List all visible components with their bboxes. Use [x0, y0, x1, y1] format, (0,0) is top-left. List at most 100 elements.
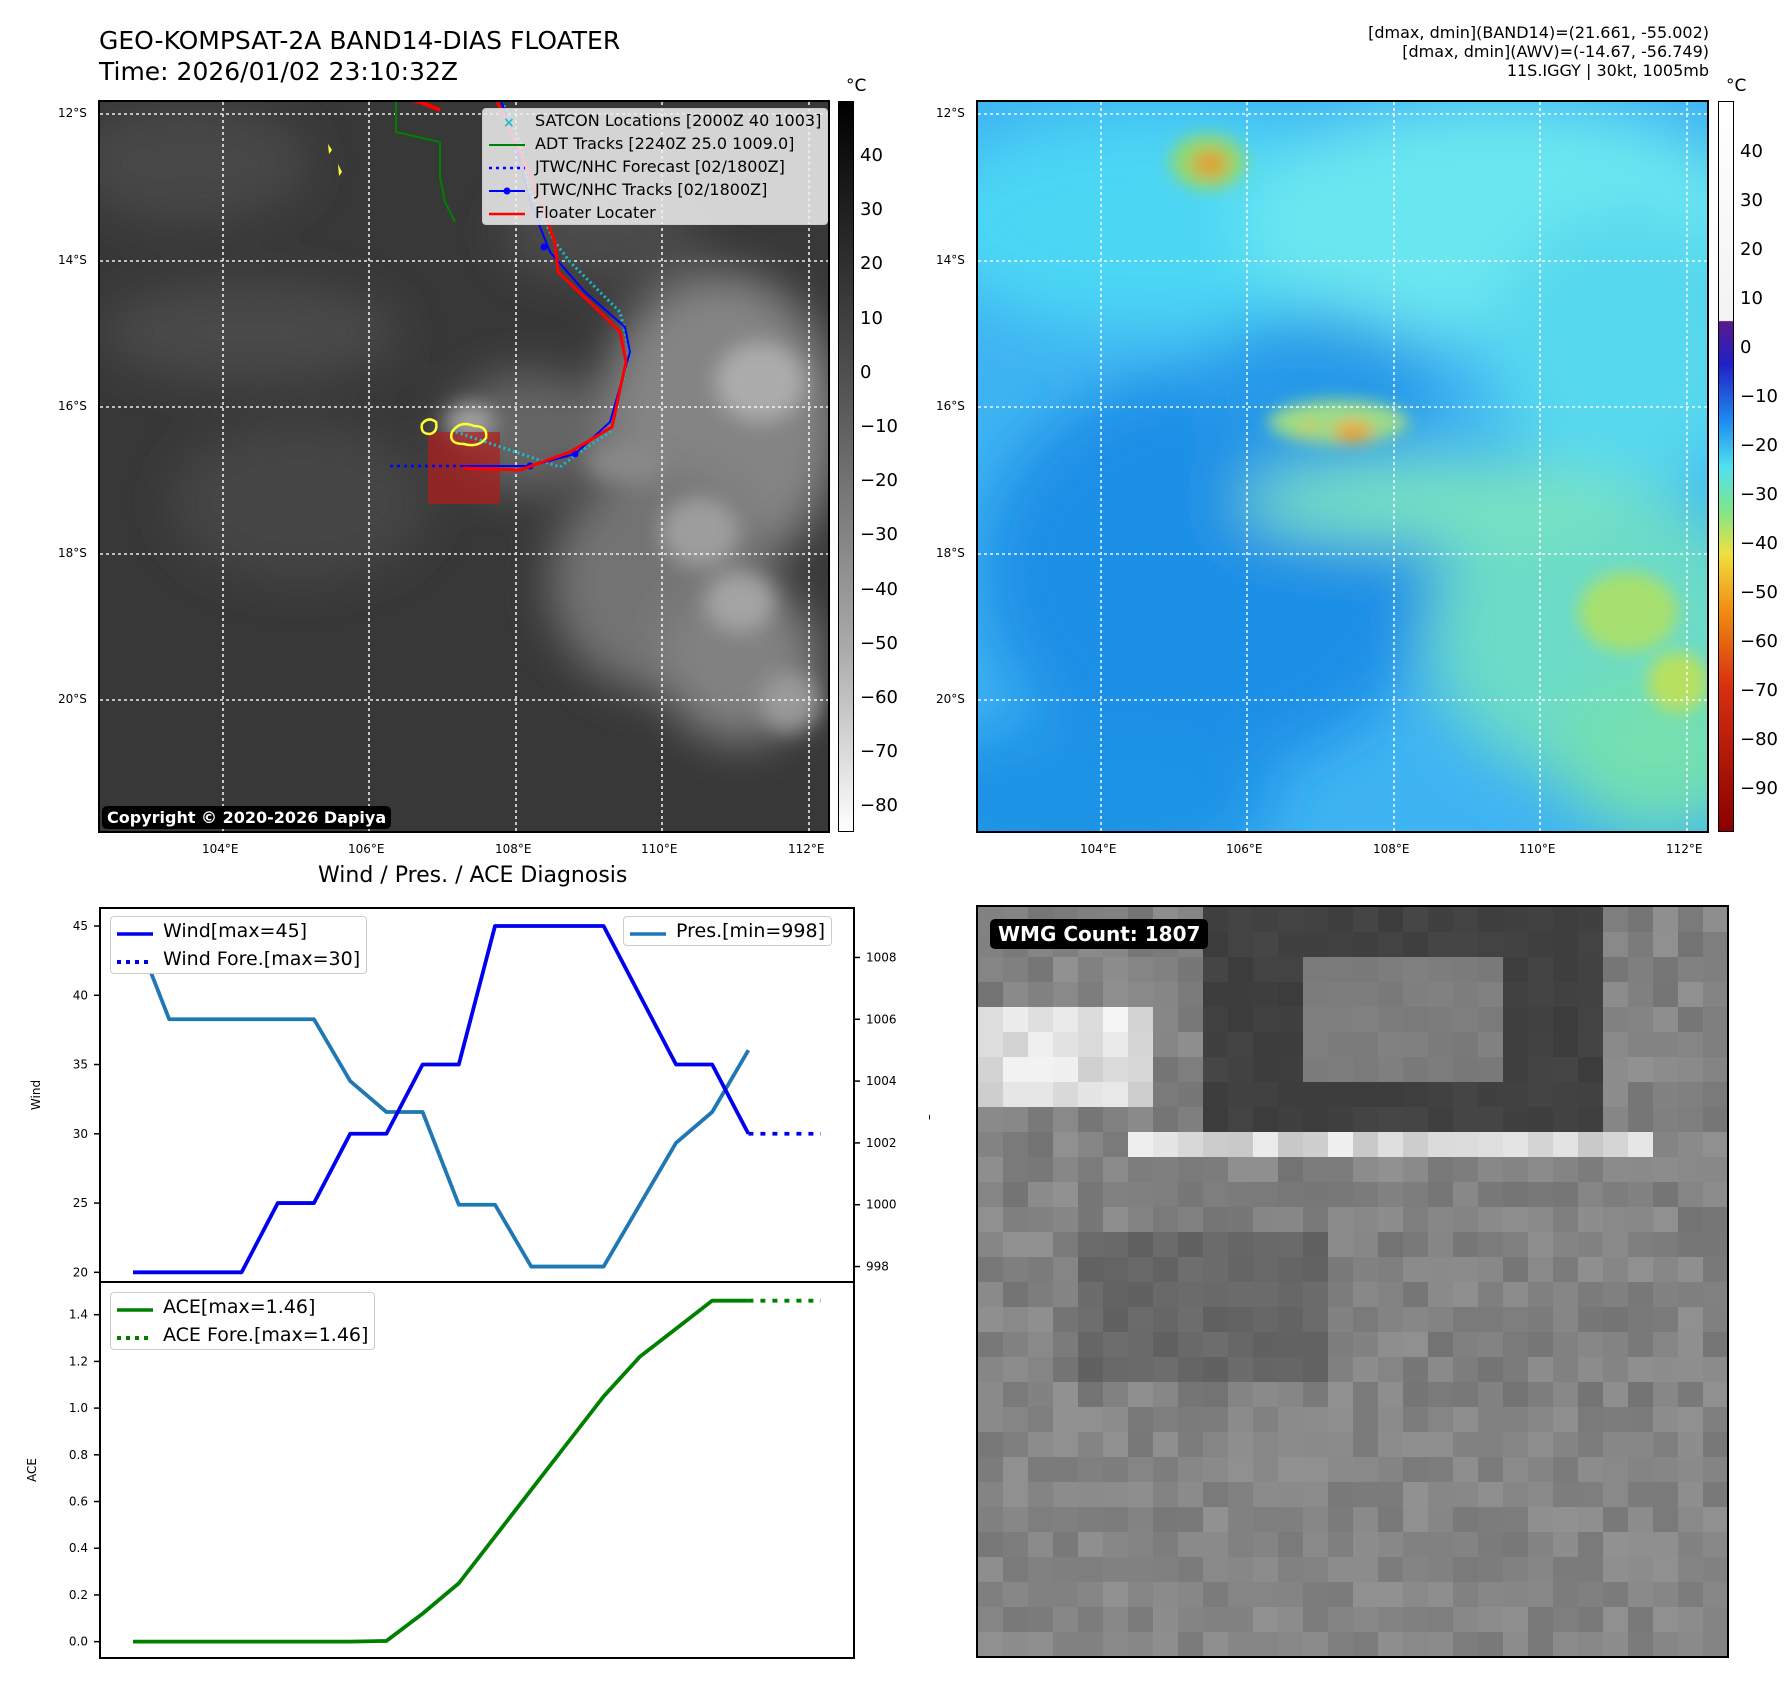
wmg-pixel	[1528, 1207, 1553, 1232]
wmg-pixel	[1228, 1432, 1253, 1457]
wmg-pixel	[1553, 1607, 1578, 1632]
wmg-pixel	[1253, 1107, 1278, 1132]
wmg-pixel	[1303, 1007, 1328, 1032]
wmg-pixel	[1628, 1132, 1653, 1157]
wmg-pixel	[1403, 1582, 1428, 1607]
wmg-pixel	[1678, 1132, 1703, 1157]
wmg-pixel	[1178, 1382, 1203, 1407]
wmg-pixel	[1428, 1182, 1453, 1207]
wmg-pixel	[1103, 1007, 1128, 1032]
wmg-pixel	[1653, 932, 1678, 957]
wind-axis-label: Wind	[29, 1080, 43, 1110]
wmg-panel: WMG Count: 1807	[976, 905, 1729, 1658]
wmg-pixel	[1053, 1232, 1078, 1257]
wmg-pixel	[1003, 1032, 1028, 1057]
wmg-pixel	[1503, 1207, 1528, 1232]
wmg-pixel	[1128, 1307, 1153, 1332]
wmg-pixel	[1578, 1607, 1603, 1632]
wmg-pixel	[1553, 1057, 1578, 1082]
wv-map-image	[978, 102, 1707, 831]
wmg-pixel	[1703, 1432, 1727, 1457]
wmg-pixel	[1703, 1382, 1727, 1407]
wmg-pixel	[1353, 1232, 1378, 1257]
wmg-pixel	[1428, 1307, 1453, 1332]
wmg-pixel	[1053, 1157, 1078, 1182]
ir-lon-label: 104°E	[202, 842, 239, 856]
wmg-pixel	[1003, 1332, 1028, 1357]
wmg-pixel	[1303, 1357, 1328, 1382]
ace-tick-label: 1.2	[69, 1354, 88, 1368]
wmg-pixel	[978, 1382, 1003, 1407]
wmg-pixel	[1028, 1332, 1053, 1357]
wmg-pixel	[1528, 1457, 1553, 1482]
wmg-pixel	[1653, 1132, 1678, 1157]
wmg-pixel	[1028, 1107, 1053, 1132]
pressure-tick-label: 1006	[866, 1012, 897, 1026]
wmg-pixel	[1303, 1632, 1328, 1656]
wmg-pixel	[1403, 1482, 1428, 1507]
wmg-pixel	[1453, 1432, 1478, 1457]
wmg-pixel	[1328, 1182, 1353, 1207]
wmg-pixel	[1528, 1507, 1553, 1532]
wmg-pixel	[1053, 982, 1078, 1007]
wmg-pixel	[1053, 1257, 1078, 1282]
wmg-pixel	[1703, 1107, 1727, 1132]
wmg-pixel	[1628, 1507, 1653, 1532]
colorbar-tick-label: −30	[1740, 484, 1778, 505]
wmg-pixel	[1703, 1557, 1727, 1582]
wmg-pixel	[1328, 982, 1353, 1007]
wmg-pixel	[1303, 932, 1328, 957]
wmg-pixel	[1153, 1057, 1178, 1082]
wmg-pixel	[1528, 1382, 1553, 1407]
wmg-pixel	[1278, 957, 1303, 982]
wmg-pixel	[1328, 1107, 1353, 1132]
wmg-pixel	[1378, 1132, 1403, 1157]
ace-series-line	[133, 1298, 749, 1644]
wmg-pixel	[1578, 1407, 1603, 1432]
wmg-pixel	[1578, 1482, 1603, 1507]
colorbar-tick-label: 20	[860, 253, 883, 275]
wmg-pixel	[1378, 1082, 1403, 1107]
wmg-pixel	[1228, 1482, 1253, 1507]
wmg-pixel	[1528, 1532, 1553, 1557]
wmg-pixel	[1578, 1582, 1603, 1607]
wmg-pixel	[1503, 1257, 1528, 1282]
wmg-pixel	[1653, 1182, 1678, 1207]
wmg-pixel	[1228, 1182, 1253, 1207]
wmg-pixel	[1303, 1407, 1328, 1432]
wmg-pixel	[1178, 1582, 1203, 1607]
wmg-pixel	[1453, 1032, 1478, 1057]
wmg-pixel	[1403, 1132, 1428, 1157]
wmg-pixel	[1653, 1232, 1678, 1257]
wmg-pixel	[1203, 1357, 1228, 1382]
wv-colorbar	[1718, 101, 1734, 832]
wmg-pixel	[1528, 1607, 1553, 1632]
wmg-pixel	[1428, 1057, 1453, 1082]
wmg-pixel	[1328, 1532, 1353, 1557]
wmg-pixel	[1553, 1157, 1578, 1182]
wmg-pixel	[1578, 932, 1603, 957]
wmg-pixel	[1053, 1557, 1078, 1582]
wmg-pixel	[1603, 1607, 1628, 1632]
wmg-pixel	[1678, 1032, 1703, 1057]
wmg-pixel	[978, 1557, 1003, 1582]
colorbar-tick-label: −60	[1740, 631, 1778, 652]
wmg-pixel	[1053, 1432, 1078, 1457]
wmg-pixel	[1203, 1057, 1228, 1082]
wmg-pixel	[1378, 1407, 1403, 1432]
wmg-pixel	[1028, 1307, 1053, 1332]
wmg-pixel	[1628, 1107, 1653, 1132]
wmg-pixel	[1678, 1357, 1703, 1382]
wmg-pixel	[1153, 1607, 1178, 1632]
wmg-pixel	[1378, 1382, 1403, 1407]
wmg-pixel	[1603, 932, 1628, 957]
wmg-pixel	[1178, 1257, 1203, 1282]
ace-tick-label: 0.2	[69, 1588, 88, 1602]
wmg-pixel	[1303, 982, 1328, 1007]
wmg-pixel	[1478, 1557, 1503, 1582]
wmg-pixel	[1703, 1457, 1727, 1482]
wmg-pixel	[1378, 1032, 1403, 1057]
wmg-pixel	[1428, 1282, 1453, 1307]
wmg-pixel	[1028, 1632, 1053, 1656]
wmg-pixel	[1653, 1557, 1678, 1582]
